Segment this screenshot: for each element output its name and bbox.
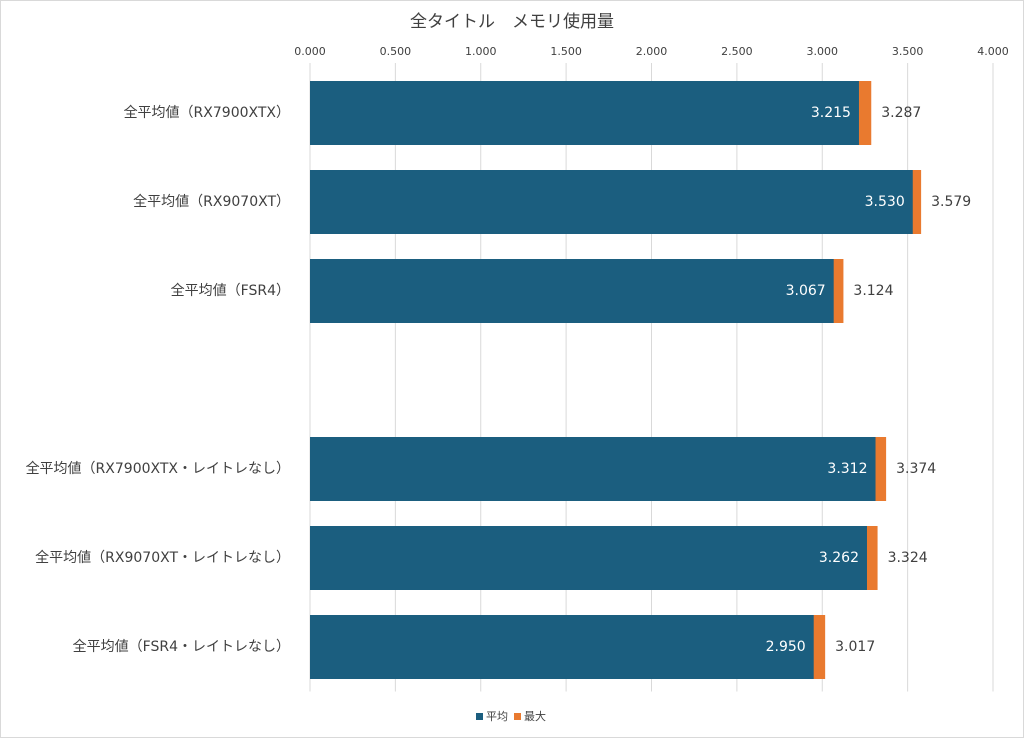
data-label: 3.324 — [888, 550, 928, 566]
data-label: 3.579 — [931, 194, 971, 210]
data-label: 3.287 — [881, 105, 921, 121]
data-label: 2.950 — [766, 639, 806, 655]
bar — [310, 259, 834, 323]
x-tick-label: 2.000 — [636, 45, 668, 58]
data-label: 3.530 — [865, 194, 905, 210]
x-tick-label: 1.500 — [550, 45, 582, 58]
y-tick-label: 全平均値（RX9070XT） — [133, 193, 290, 210]
data-label: 3.262 — [819, 550, 859, 566]
legend-label: 平均 — [486, 710, 508, 723]
x-tick-label: 0.500 — [380, 45, 412, 58]
data-label: 3.374 — [896, 461, 936, 477]
legend-label: 最大 — [524, 709, 546, 723]
x-tick-label: 2.500 — [721, 45, 753, 58]
data-label: 3.215 — [811, 105, 851, 121]
chart-title: 全タイトル メモリ使用量 — [410, 11, 614, 32]
x-tick-label: 3.500 — [892, 45, 924, 58]
x-tick-label: 0.000 — [294, 45, 326, 58]
x-tick-label: 3.000 — [807, 45, 839, 58]
data-label: 3.017 — [835, 639, 875, 655]
bar — [310, 615, 814, 679]
data-label: 3.124 — [853, 283, 893, 299]
data-label: 3.312 — [827, 461, 867, 477]
x-tick-label: 4.000 — [977, 45, 1009, 58]
bar — [310, 526, 867, 590]
data-label: 3.067 — [786, 283, 826, 299]
bar — [310, 170, 913, 234]
legend-swatch — [476, 713, 483, 720]
y-tick-label: 全平均値（RX7900XTX） — [124, 104, 290, 121]
bar — [310, 437, 876, 501]
legend-swatch — [514, 713, 521, 720]
y-tick-label: 全平均値（RX7900XTX・レイトレなし） — [26, 460, 290, 477]
y-tick-label: 全平均値（FSR4・レイトレなし） — [73, 638, 290, 655]
y-tick-label: 全平均値（RX9070XT・レイトレなし） — [35, 549, 290, 566]
bar — [310, 81, 859, 145]
x-tick-label: 1.000 — [465, 45, 497, 58]
y-tick-label: 全平均値（FSR4） — [171, 282, 290, 299]
